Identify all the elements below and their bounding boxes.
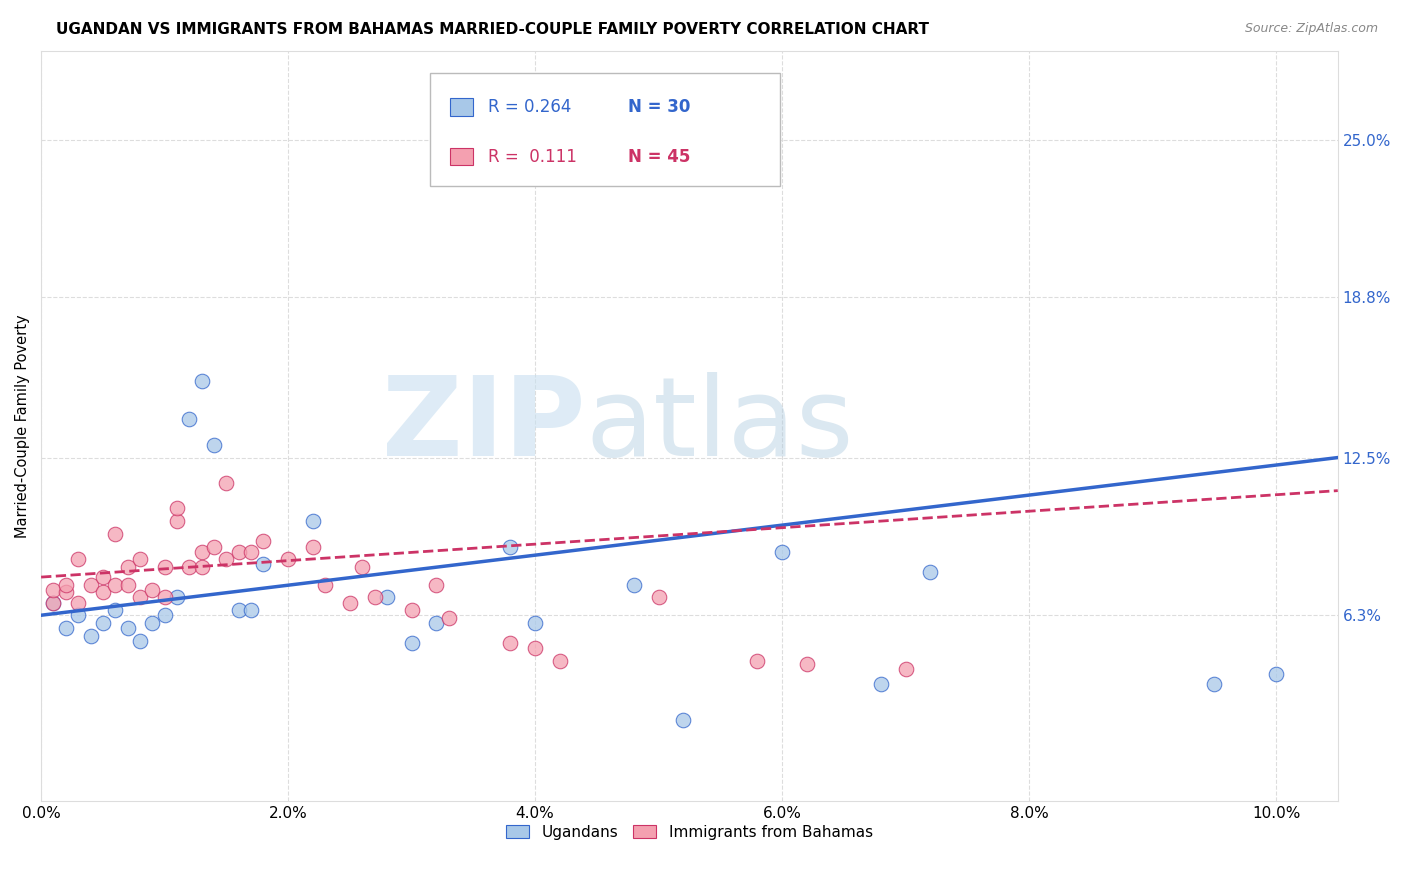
Point bbox=[141, 615, 163, 630]
FancyBboxPatch shape bbox=[450, 98, 472, 116]
Text: N = 30: N = 30 bbox=[628, 98, 690, 116]
Point bbox=[117, 621, 139, 635]
Text: N = 45: N = 45 bbox=[628, 148, 690, 166]
Point bbox=[215, 475, 238, 490]
Point bbox=[375, 591, 398, 605]
Text: ZIP: ZIP bbox=[382, 372, 586, 479]
Point bbox=[67, 595, 90, 609]
Point bbox=[79, 578, 101, 592]
Text: atlas: atlas bbox=[586, 372, 855, 479]
Point bbox=[153, 591, 176, 605]
Point bbox=[179, 560, 201, 574]
Point bbox=[240, 544, 263, 558]
Point bbox=[67, 552, 90, 566]
Point bbox=[91, 570, 114, 584]
Point bbox=[1265, 666, 1288, 681]
Point bbox=[153, 560, 176, 574]
Point bbox=[141, 582, 163, 597]
Point bbox=[91, 585, 114, 599]
Point bbox=[91, 615, 114, 630]
Point bbox=[252, 558, 274, 572]
Point bbox=[55, 585, 77, 599]
Point bbox=[1204, 677, 1226, 691]
Y-axis label: Married-Couple Family Poverty: Married-Couple Family Poverty bbox=[15, 314, 30, 538]
Point bbox=[202, 438, 225, 452]
Point bbox=[894, 662, 917, 676]
Point bbox=[437, 611, 460, 625]
FancyBboxPatch shape bbox=[450, 148, 472, 165]
Point bbox=[179, 412, 201, 426]
Point bbox=[67, 608, 90, 623]
Point bbox=[747, 654, 769, 668]
Point bbox=[672, 713, 695, 727]
Point bbox=[153, 608, 176, 623]
Point bbox=[425, 615, 447, 630]
Point bbox=[228, 544, 250, 558]
Text: R = 0.264: R = 0.264 bbox=[488, 98, 572, 116]
Point bbox=[228, 603, 250, 617]
Point bbox=[499, 540, 522, 554]
Point bbox=[104, 526, 127, 541]
Point bbox=[104, 603, 127, 617]
Point bbox=[499, 636, 522, 650]
Point bbox=[42, 582, 65, 597]
Point bbox=[548, 654, 571, 668]
Point bbox=[129, 552, 152, 566]
Point bbox=[623, 578, 645, 592]
Point bbox=[920, 565, 942, 579]
Point bbox=[129, 633, 152, 648]
Point bbox=[425, 578, 447, 592]
Point bbox=[770, 544, 793, 558]
Point bbox=[363, 591, 385, 605]
Text: UGANDAN VS IMMIGRANTS FROM BAHAMAS MARRIED-COUPLE FAMILY POVERTY CORRELATION CHA: UGANDAN VS IMMIGRANTS FROM BAHAMAS MARRI… bbox=[56, 22, 929, 37]
Point bbox=[190, 374, 212, 388]
Point bbox=[129, 591, 152, 605]
Point bbox=[190, 560, 212, 574]
Point bbox=[647, 591, 669, 605]
Point bbox=[117, 578, 139, 592]
Point bbox=[401, 603, 423, 617]
Text: Source: ZipAtlas.com: Source: ZipAtlas.com bbox=[1244, 22, 1378, 36]
Point bbox=[215, 552, 238, 566]
Point bbox=[55, 621, 77, 635]
Point bbox=[166, 514, 188, 528]
Point bbox=[166, 501, 188, 516]
Point bbox=[117, 560, 139, 574]
Point bbox=[42, 595, 65, 609]
Point bbox=[202, 540, 225, 554]
Point bbox=[869, 677, 891, 691]
Legend: Ugandans, Immigrants from Bahamas: Ugandans, Immigrants from Bahamas bbox=[501, 819, 879, 846]
Point bbox=[166, 591, 188, 605]
Point bbox=[352, 560, 374, 574]
Point bbox=[314, 578, 336, 592]
Point bbox=[301, 514, 323, 528]
FancyBboxPatch shape bbox=[430, 73, 780, 186]
Point bbox=[524, 641, 547, 656]
Point bbox=[796, 657, 818, 671]
Point bbox=[55, 578, 77, 592]
Point bbox=[301, 540, 323, 554]
Text: R =  0.111: R = 0.111 bbox=[488, 148, 578, 166]
Point bbox=[277, 552, 299, 566]
Point bbox=[401, 636, 423, 650]
Point bbox=[339, 595, 361, 609]
Point bbox=[190, 544, 212, 558]
Point bbox=[42, 595, 65, 609]
Point bbox=[104, 578, 127, 592]
Point bbox=[524, 615, 547, 630]
Point bbox=[252, 534, 274, 549]
Point bbox=[240, 603, 263, 617]
Point bbox=[79, 629, 101, 643]
